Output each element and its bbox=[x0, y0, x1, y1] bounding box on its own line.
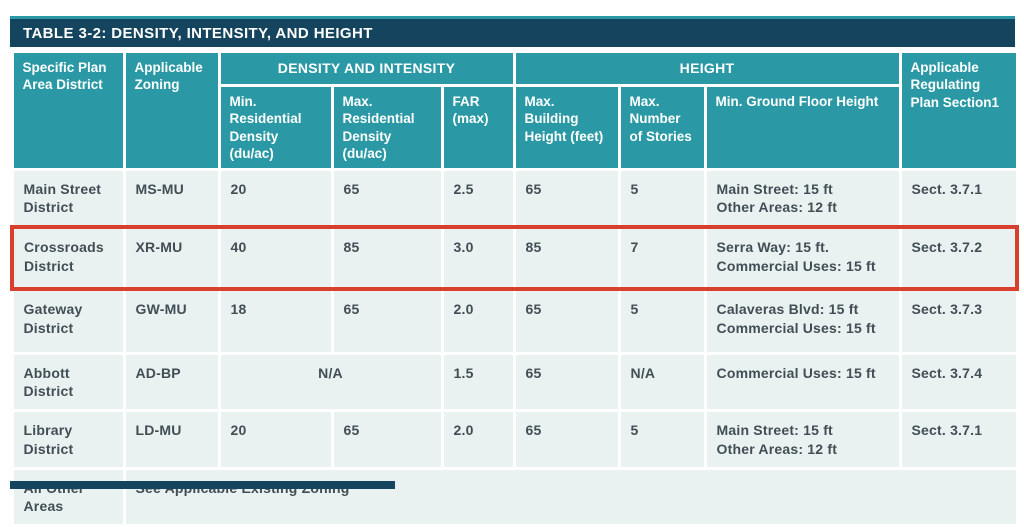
cell-district: Gateway District bbox=[10, 287, 126, 355]
cell-district: Crossroads District bbox=[10, 225, 126, 292]
cell-ground-floor: Calaveras Blvd: 15 ft Commercial Uses: 1… bbox=[703, 287, 902, 355]
table-title-bar: TABLE 3-2: DENSITY, INTENSITY, AND HEIGH… bbox=[10, 16, 1015, 47]
cell-max-height: 65 bbox=[512, 168, 621, 229]
cell-min-density: 18 bbox=[217, 287, 334, 355]
cell-far: 2.5 bbox=[440, 168, 516, 229]
cell-stories: 5 bbox=[617, 168, 707, 229]
cell-far: 1.5 bbox=[440, 351, 516, 413]
cell-section: Sect. 3.7.2 bbox=[898, 225, 1020, 292]
header-group-row: Specific Plan Area District Applicable Z… bbox=[10, 49, 1019, 172]
cell-max-height: 65 bbox=[512, 409, 621, 470]
table-row-library: Library District LD-MU 20 65 2.0 65 5 Ma… bbox=[10, 409, 1019, 470]
col-header-max-building-height: Max. Building Height (feet) bbox=[512, 83, 621, 172]
col-group-height: HEIGHT bbox=[512, 50, 902, 87]
cell-section: Sect. 3.7.1 bbox=[898, 168, 1019, 229]
cell-far: 3.0 bbox=[440, 225, 516, 292]
cell-section: Sect. 3.7.1 bbox=[898, 409, 1019, 470]
ground-floor-line-2: Other Areas: 12 ft bbox=[716, 199, 838, 216]
ground-floor-line-2: Commercial Uses: 15 ft bbox=[716, 319, 876, 336]
cell-stories: 5 bbox=[617, 287, 707, 355]
col-header-regulating-plan: Applicable Regulating Plan Section1 bbox=[898, 49, 1019, 172]
cell-section: Sect. 3.7.4 bbox=[898, 351, 1019, 413]
cell-zoning: GW-MU bbox=[122, 287, 221, 355]
table-3-2-container: TABLE 3-2: DENSITY, INTENSITY, AND HEIGH… bbox=[10, 16, 1020, 527]
table-row-all-other-areas: All Other Areas See Applicable Existing … bbox=[10, 466, 1019, 527]
density-intensity-height-table: Specific Plan Area District Applicable Z… bbox=[10, 49, 1020, 527]
cell-max-density: 65 bbox=[330, 409, 444, 470]
cell-min-density: 20 bbox=[217, 409, 334, 470]
table-row-gateway: Gateway District GW-MU 18 65 2.0 65 5 Ca… bbox=[10, 287, 1019, 355]
cell-max-height: 65 bbox=[512, 287, 621, 355]
table-row-abbott: Abbott District AD-BP N/A 1.5 65 N/A Com… bbox=[10, 351, 1019, 413]
ground-floor-line-2: Other Areas: 12 ft bbox=[716, 440, 838, 457]
cell-district: Main Street District bbox=[10, 168, 126, 229]
cell-district: Library District bbox=[10, 409, 126, 470]
cell-min-density: 20 bbox=[217, 168, 334, 229]
cell-zoning: MS-MU bbox=[122, 168, 221, 229]
cell-stories: N/A bbox=[617, 351, 707, 413]
cell-district: All Other Areas bbox=[10, 466, 126, 527]
cell-max-height: 65 bbox=[512, 351, 621, 413]
ground-floor-line-1: Calaveras Blvd: 15 ft bbox=[716, 301, 859, 318]
cell-zoning: XR-MU bbox=[122, 225, 221, 292]
cell-zoning: AD-BP bbox=[122, 351, 221, 413]
col-header-max-stories: Max. Number of Stories bbox=[617, 83, 707, 172]
col-header-applicable-zoning: Applicable Zoning bbox=[122, 49, 221, 172]
cell-ground-floor: Main Street: 15 ft Other Areas: 12 ft bbox=[703, 168, 902, 229]
cell-max-height: 85 bbox=[512, 225, 621, 292]
cell-far: 2.0 bbox=[440, 409, 516, 470]
col-header-specific-plan: Specific Plan Area District bbox=[10, 49, 126, 172]
ground-floor-line-1: Commercial Uses: 15 ft bbox=[716, 364, 876, 381]
ground-floor-line-1: Main Street: 15 ft bbox=[716, 422, 833, 439]
cell-ground-floor: Main Street: 15 ft Other Areas: 12 ft bbox=[703, 409, 902, 470]
cell-ground-floor: Commercial Uses: 15 ft bbox=[703, 351, 902, 413]
table-row-main-street: Main Street District MS-MU 20 65 2.5 65 … bbox=[10, 168, 1019, 229]
col-header-min-ground-floor: Min. Ground Floor Height bbox=[703, 83, 902, 172]
table-row-crossroads-highlighted: Crossroads District XR-MU 40 85 3.0 85 7… bbox=[10, 225, 1020, 292]
cell-stories: 7 bbox=[617, 225, 707, 292]
col-group-density-intensity: DENSITY AND INTENSITY bbox=[217, 50, 516, 87]
next-element-cutoff-bar bbox=[10, 481, 395, 489]
cell-max-density: 65 bbox=[330, 168, 444, 229]
cell-min-density: 40 bbox=[217, 225, 334, 292]
ground-floor-line-1: Serra Way: 15 ft. bbox=[716, 239, 830, 256]
cell-max-density: 65 bbox=[330, 287, 444, 355]
ground-floor-line-1: Main Street: 15 ft bbox=[716, 181, 833, 198]
cell-section: Sect. 3.7.3 bbox=[898, 287, 1019, 355]
cell-see-existing-zoning: See Applicable Existing Zoning bbox=[122, 466, 1019, 527]
col-header-far: FAR (max) bbox=[440, 83, 516, 172]
ground-floor-line-2: Commercial Uses: 15 ft bbox=[716, 257, 876, 274]
col-header-min-res-density: Min. Residential Density (du/ac) bbox=[217, 83, 334, 172]
cell-zoning: LD-MU bbox=[122, 409, 221, 470]
cell-stories: 5 bbox=[617, 409, 707, 470]
cell-far: 2.0 bbox=[440, 287, 516, 355]
cell-ground-floor: Serra Way: 15 ft. Commercial Uses: 15 ft bbox=[703, 225, 902, 292]
table-title: TABLE 3-2: DENSITY, INTENSITY, AND HEIGH… bbox=[23, 24, 373, 42]
cell-max-density: 85 bbox=[330, 225, 444, 292]
cell-district: Abbott District bbox=[10, 351, 126, 413]
cell-density-na: N/A bbox=[217, 351, 444, 413]
col-header-max-res-density: Max. Residential Density (du/ac) bbox=[330, 83, 444, 172]
header-sub-row: Min. Residential Density (du/ac) Max. Re… bbox=[12, 83, 1017, 172]
